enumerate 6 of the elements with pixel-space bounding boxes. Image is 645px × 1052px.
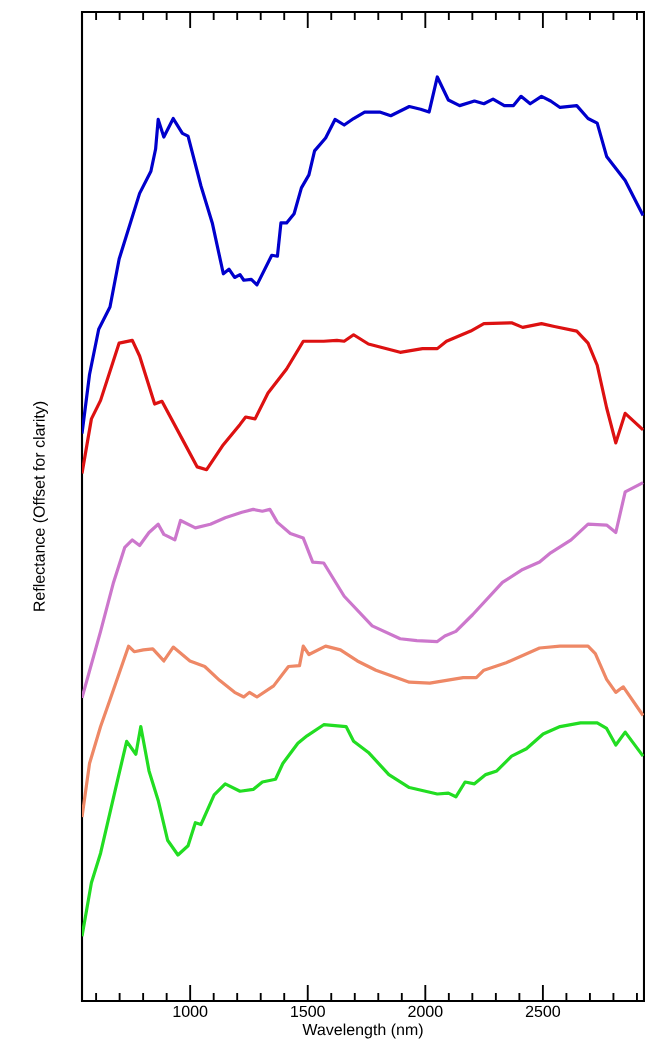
- x-tick-label: 1500: [291, 1005, 325, 1018]
- x-tick-label: 1000: [173, 1005, 208, 1018]
- y-axis-title: Reflectance (Offset for clarity): [33, 401, 48, 611]
- x-tick-label: 2000: [408, 1005, 443, 1018]
- x-tick-label: 2500: [525, 1005, 561, 1018]
- x-axis-title: Wavelength (nm): [302, 1023, 423, 1039]
